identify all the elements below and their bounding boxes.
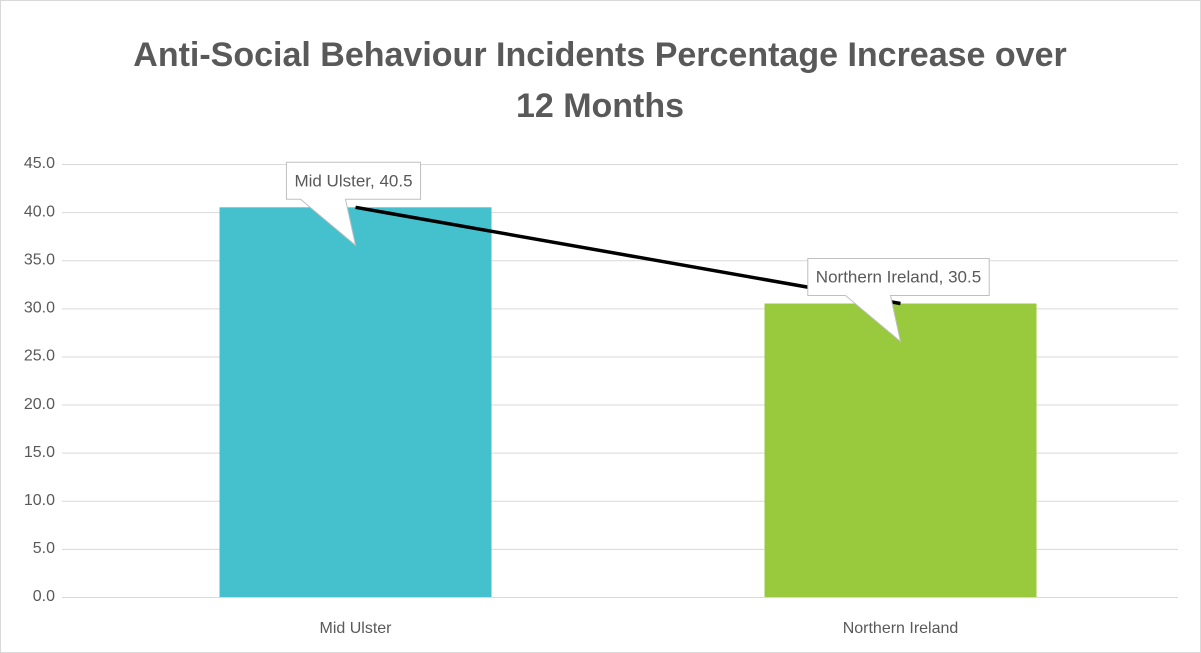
- y-tick-label: 35.0: [24, 251, 55, 268]
- data-label-callout: Northern Ireland, 30.5: [807, 258, 990, 343]
- x-tick-label: Mid Ulster: [319, 620, 392, 637]
- callout-box: [807, 258, 990, 343]
- y-tick-label: 30.0: [24, 300, 55, 317]
- y-tick-label: 5.0: [33, 540, 55, 557]
- data-label: Mid Ulster, 40.5: [294, 171, 412, 190]
- y-tick-label: 10.0: [24, 492, 55, 509]
- callout-box: [285, 161, 422, 247]
- y-tick-label: 20.0: [24, 396, 55, 413]
- x-tick-label: Northern Ireland: [843, 620, 959, 637]
- y-tick-label: 45.0: [24, 155, 55, 172]
- data-label-callout: Mid Ulster, 40.5: [285, 161, 422, 247]
- bar: [764, 303, 1037, 597]
- data-label: Northern Ireland, 30.5: [816, 268, 981, 287]
- y-tick-label: 40.0: [24, 203, 55, 220]
- bar: [219, 207, 492, 598]
- y-tick-label: 0.0: [33, 588, 55, 605]
- chart-title: Anti-Social Behaviour Incidents Percenta…: [133, 36, 1067, 125]
- y-tick-label: 15.0: [24, 444, 55, 461]
- y-tick-label: 25.0: [24, 348, 55, 365]
